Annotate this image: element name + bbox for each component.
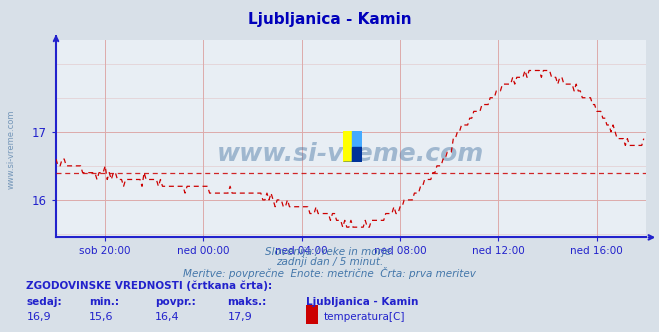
Text: min.:: min.: — [89, 297, 119, 307]
Text: temperatura[C]: temperatura[C] — [324, 312, 405, 322]
Bar — [343, 131, 353, 162]
Text: zadnji dan / 5 minut.: zadnji dan / 5 minut. — [276, 257, 383, 267]
Text: Meritve: povprečne  Enote: metrične  Črta: prva meritev: Meritve: povprečne Enote: metrične Črta:… — [183, 267, 476, 279]
Text: 16,9: 16,9 — [26, 312, 51, 322]
Text: sedaj:: sedaj: — [26, 297, 62, 307]
Text: Ljubljanica - Kamin: Ljubljanica - Kamin — [306, 297, 419, 307]
Polygon shape — [343, 147, 362, 162]
Text: www.si-vreme.com: www.si-vreme.com — [217, 142, 484, 166]
Text: ZGODOVINSKE VREDNOSTI (črtkana črta):: ZGODOVINSKE VREDNOSTI (črtkana črta): — [26, 281, 272, 291]
Text: 16,4: 16,4 — [155, 312, 179, 322]
Text: 17,9: 17,9 — [227, 312, 252, 322]
Bar — [353, 131, 362, 162]
Text: www.si-vreme.com: www.si-vreme.com — [7, 110, 16, 189]
Text: maks.:: maks.: — [227, 297, 267, 307]
Text: povpr.:: povpr.: — [155, 297, 196, 307]
Text: Slovenija / reke in morje.: Slovenija / reke in morje. — [265, 247, 394, 257]
Text: 15,6: 15,6 — [89, 312, 113, 322]
Text: Ljubljanica - Kamin: Ljubljanica - Kamin — [248, 12, 411, 27]
